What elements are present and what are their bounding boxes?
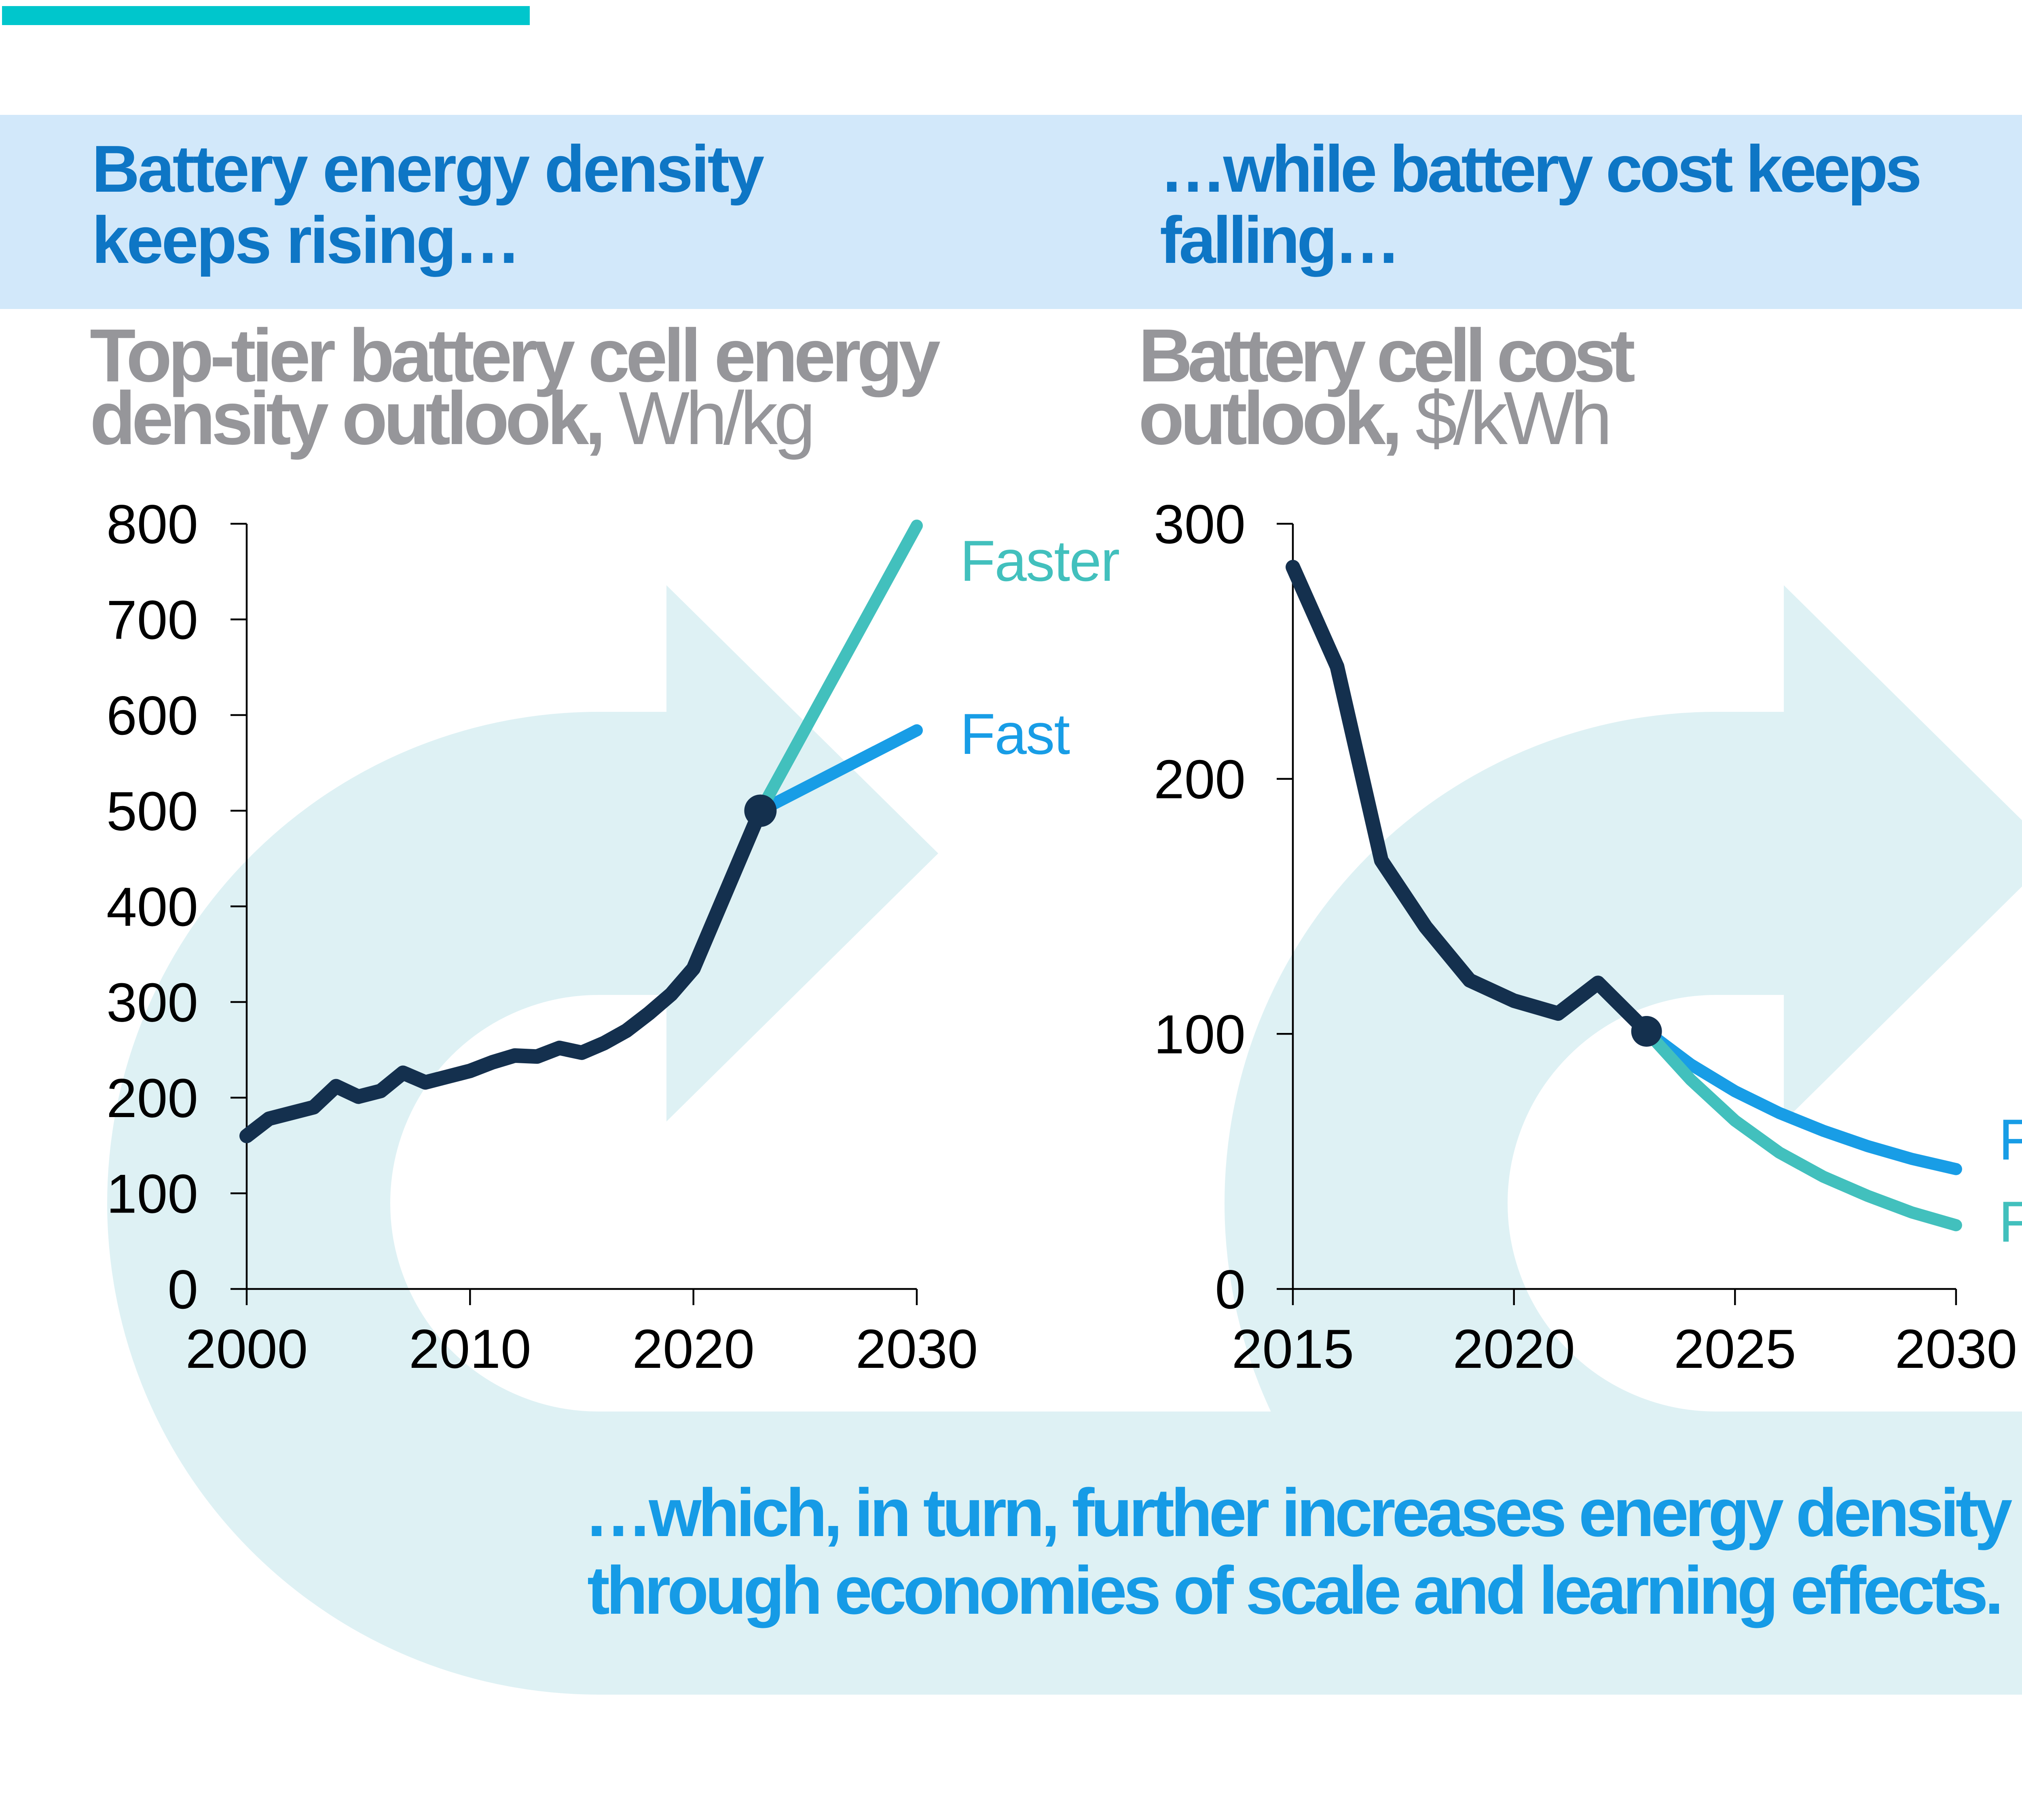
svg-text:…which, in turn, further incre: …which, in turn, further increases energ… [584,1475,2022,1551]
svg-text:Faster: Faster [960,529,1119,593]
svg-text:through economies of scale and: through economies of scale and learning … [587,1552,2000,1628]
svg-text:density outlook, Wh/kg: density outlook, Wh/kg [90,377,812,460]
svg-text:keeps rising…: keeps rising… [92,203,519,277]
svg-text:2015: 2015 [1232,1318,1354,1380]
svg-text:300: 300 [1154,493,1246,555]
svg-text:2020: 2020 [1453,1318,1575,1380]
svg-text:300: 300 [106,972,198,1033]
svg-text:100: 100 [1154,1003,1246,1065]
svg-text:…while battery cost keeps: …while battery cost keeps [1160,132,1919,206]
svg-text:falling…: falling… [1160,203,1398,277]
svg-text:600: 600 [106,685,198,746]
svg-text:0: 0 [167,1259,198,1320]
svg-text:400: 400 [106,876,198,938]
svg-text:2025: 2025 [1674,1318,1796,1380]
svg-text:Fast: Fast [1999,1108,2022,1172]
svg-text:outlook, $/kWh: outlook, $/kWh [1138,377,1608,460]
svg-text:2010: 2010 [409,1318,531,1380]
svg-text:2000: 2000 [186,1318,308,1380]
svg-text:Faster: Faster [1999,1190,2022,1254]
svg-text:200: 200 [1154,749,1246,810]
svg-text:Fast: Fast [960,702,1070,766]
svg-text:800: 800 [106,493,198,555]
svg-text:Battery cell cost: Battery cell cost [1138,314,1635,398]
svg-text:100: 100 [106,1163,198,1225]
svg-text:2020: 2020 [632,1318,755,1380]
svg-text:2030: 2030 [856,1318,978,1380]
svg-text:Battery energy density: Battery energy density [92,132,764,206]
svg-text:700: 700 [106,589,198,651]
svg-text:500: 500 [106,781,198,842]
svg-text:Top-tier battery cell energy: Top-tier battery cell energy [90,314,940,398]
svg-text:200: 200 [106,1067,198,1129]
svg-text:2030: 2030 [1895,1318,2018,1380]
svg-text:0: 0 [1215,1259,1246,1320]
